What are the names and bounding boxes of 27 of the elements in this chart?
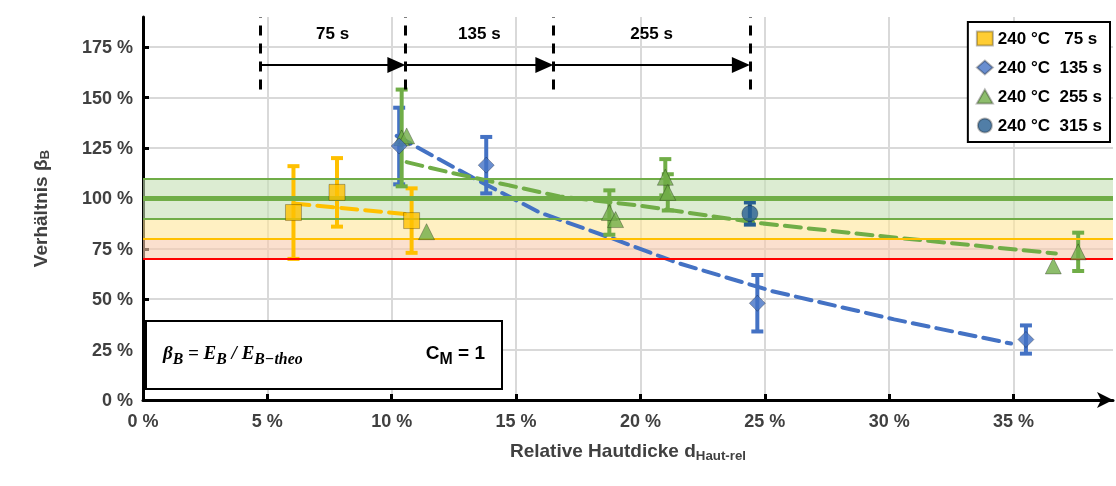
annotation: β$_{B}$ = E$_{B}$ / E$_{B−theo}$ [163,342,303,368]
x-tick-label: 15 % [495,411,537,431]
y-tick-label: 150 % [81,87,133,108]
y-tick-label: 100 % [81,188,133,209]
y-tick-label: 50 % [91,289,133,310]
y-tick-label: 75 % [91,238,133,259]
y-tick-label: 175 % [81,37,133,58]
y-tick-label: 0 % [101,390,133,410]
annotation: 75 s [316,24,350,43]
annotation: 135 s [458,24,501,43]
x-tick-label: 25 % [744,411,786,431]
annotation: 255 s [630,24,673,43]
x-tick-label: 30 % [868,411,910,431]
x-tick-label: 5 % [251,411,283,431]
y-axis-title: Verhältnis βB [29,149,52,268]
legend-label: 240 °C 135 s [997,58,1103,77]
legend-label: 240 °C 75 s [997,29,1098,48]
x-tick-label: 10 % [371,411,413,431]
text-box: β$_{B}$ = E$_{B}$ / E$_{B−theo}$ C$_{M}$ = 1 [145,320,503,390]
x-tick-label: 20 % [619,411,661,431]
legend-label: 240 °C 255 s [997,87,1103,106]
y-tick-label: 25 % [91,339,133,360]
x-tick-label: 35 % [993,411,1035,431]
y-tick-label: 125 % [81,138,133,159]
legend-label: 240 °C 315 s [997,116,1103,135]
x-tick-label: 0 % [127,411,159,431]
annotation: C$_{M}$ = 1 [425,342,485,368]
